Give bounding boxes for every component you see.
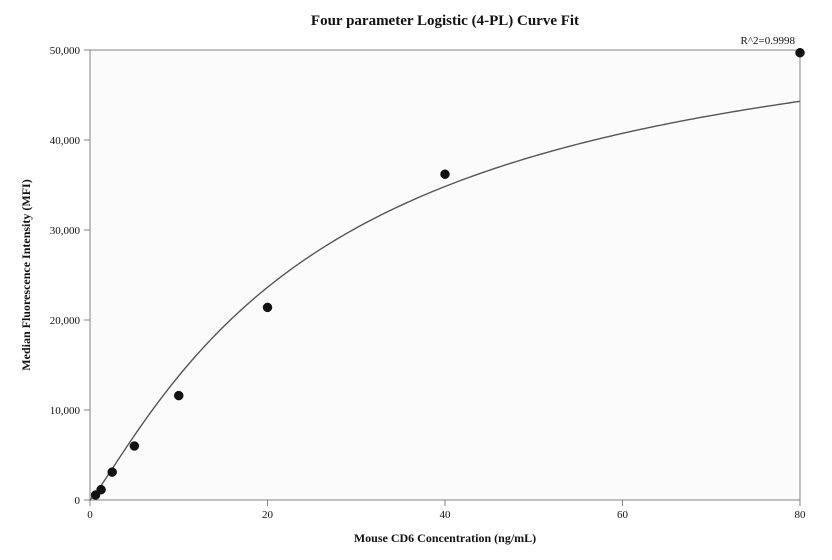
x-tick-label: 0 xyxy=(87,509,93,521)
data-point xyxy=(263,303,272,312)
y-tick-label: 20,000 xyxy=(50,315,81,327)
y-tick-label: 10,000 xyxy=(50,405,81,417)
x-tick-label: 20 xyxy=(262,509,274,521)
data-point xyxy=(130,442,139,451)
plot-area xyxy=(90,50,800,500)
data-point xyxy=(97,485,106,494)
x-tick-label: 60 xyxy=(617,509,629,521)
chart-title: Four parameter Logistic (4-PL) Curve Fit xyxy=(311,13,579,29)
data-point xyxy=(441,170,450,179)
x-axis-label: Mouse CD6 Concentration (ng/mL) xyxy=(354,531,536,545)
y-tick-label: 30,000 xyxy=(50,225,81,237)
x-tick-label: 80 xyxy=(795,509,807,521)
r-squared-annotation: R^2=0.9998 xyxy=(741,35,796,47)
y-tick-label: 40,000 xyxy=(50,135,81,147)
data-point xyxy=(108,468,117,477)
data-point xyxy=(174,391,183,400)
x-tick-label: 40 xyxy=(440,509,452,521)
data-point xyxy=(796,48,805,57)
y-tick-label: 50,000 xyxy=(50,45,81,57)
y-tick-label: 0 xyxy=(75,495,81,507)
y-axis-label: Median Fluorescence Intensity (MFI) xyxy=(19,179,33,370)
chart-svg: 0 20 40 60 80 0 10,000 20,000 30,000 40,000 50,000… xyxy=(0,0,832,560)
chart-container: 0 20 40 60 80 0 10,000 20,000 30,000 40,000 50,000… xyxy=(0,0,832,560)
